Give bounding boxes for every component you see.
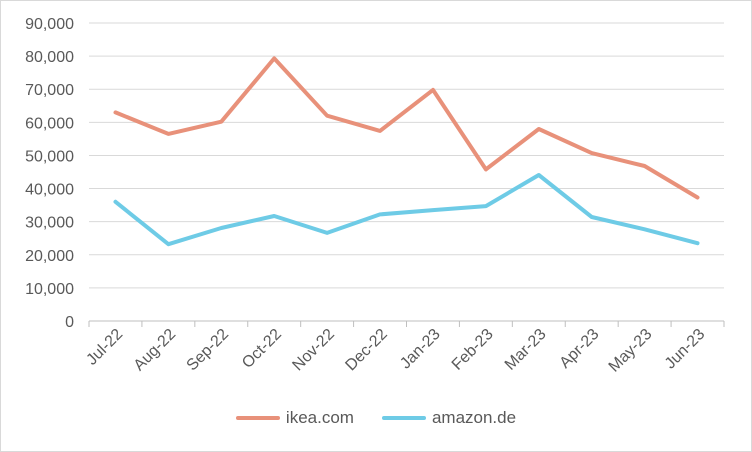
legend-swatch-amazon [381,416,426,420]
x-tick-label: Apr-23 [557,326,603,372]
x-tick-label: Jan-23 [397,326,444,373]
x-tick-label: Jul-22 [83,326,126,369]
y-tick-label: 90,000 [25,16,74,33]
y-tick-label: 0 [65,314,74,331]
legend-swatch-ikea [235,416,280,420]
series-line-amazon[interactable] [113,173,700,247]
y-tick-label: 50,000 [25,148,74,165]
y-tick-label: 30,000 [25,215,74,232]
y-tick-label: 80,000 [25,49,74,66]
y-axis-ticks: 0 10,000 20,000 30,000 40,000 50,000 60,000 70,… [25,16,74,331]
y-tick-label: 60,000 [25,115,74,132]
x-axis: Jul-22 Aug-22 Sep-22 Oct-22 Nov-22 Dec-22 Jan-… [83,320,725,376]
x-tick-label: May-23 [606,326,656,376]
legend-label-amazon: amazon.de [431,408,517,427]
x-tick-label: Aug-22 [131,326,180,375]
series-line-ikea[interactable] [113,56,700,200]
x-tick-label: Dec-22 [342,326,391,375]
x-tick-label: Oct-22 [239,326,285,372]
y-tick-label: 70,000 [25,82,74,99]
x-tick-label: Mar-23 [502,326,550,374]
x-tick-label: Feb-23 [449,326,497,374]
y-tick-label: 40,000 [25,182,74,199]
x-tick-label: Sep-22 [184,326,233,375]
series-lines [113,56,700,247]
y-tick-label: 20,000 [25,248,74,265]
y-tick-label: 10,000 [25,281,74,298]
legend-label-ikea: ikea.com [285,408,354,427]
legend-item-amazon[interactable]: amazon.de [381,408,517,428]
legend: ikea.com amazon.de [0,408,752,428]
x-tick-label: Jun-23 [662,326,709,373]
gridlines [89,22,724,289]
legend-item-ikea[interactable]: ikea.com [235,408,354,428]
x-tick-label: Nov-22 [289,326,338,375]
